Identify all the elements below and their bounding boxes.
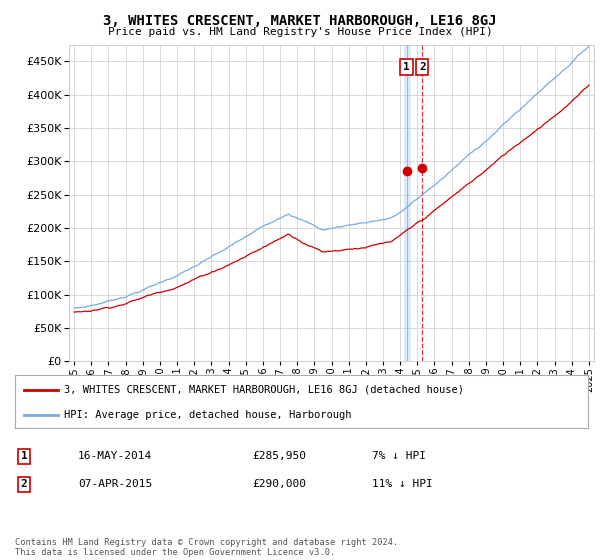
Text: £285,950: £285,950	[252, 451, 306, 461]
Text: 3, WHITES CRESCENT, MARKET HARBOROUGH, LE16 8GJ (detached house): 3, WHITES CRESCENT, MARKET HARBOROUGH, L…	[64, 385, 464, 395]
Text: 16-MAY-2014: 16-MAY-2014	[78, 451, 152, 461]
Text: Price paid vs. HM Land Registry's House Price Index (HPI): Price paid vs. HM Land Registry's House …	[107, 27, 493, 37]
Text: 11% ↓ HPI: 11% ↓ HPI	[372, 479, 433, 489]
Text: 3, WHITES CRESCENT, MARKET HARBOROUGH, LE16 8GJ: 3, WHITES CRESCENT, MARKET HARBOROUGH, L…	[103, 14, 497, 28]
Text: 7% ↓ HPI: 7% ↓ HPI	[372, 451, 426, 461]
Text: HPI: Average price, detached house, Harborough: HPI: Average price, detached house, Harb…	[64, 410, 351, 420]
Text: 07-APR-2015: 07-APR-2015	[78, 479, 152, 489]
Text: £290,000: £290,000	[252, 479, 306, 489]
Text: 2: 2	[419, 62, 425, 72]
Text: Contains HM Land Registry data © Crown copyright and database right 2024.
This d: Contains HM Land Registry data © Crown c…	[15, 538, 398, 557]
Text: 1: 1	[20, 451, 28, 461]
Text: 2: 2	[20, 479, 28, 489]
Text: 1: 1	[403, 62, 410, 72]
